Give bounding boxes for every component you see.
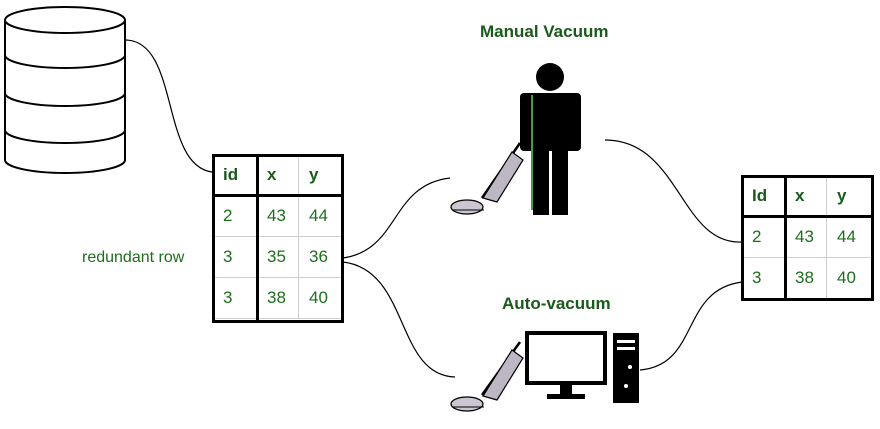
table-header-row: id x y	[212, 154, 344, 196]
cell-id: 3	[212, 236, 257, 278]
table-row: 3 35 36	[212, 236, 344, 278]
computer-tower-icon	[613, 333, 639, 403]
vacuum-cleaner-icon	[450, 341, 524, 412]
table-row: 3 38 40	[741, 257, 873, 299]
computer-monitor-icon	[525, 331, 607, 399]
vacuum-cleaner-icon	[450, 142, 524, 215]
cell-x: 38	[784, 257, 827, 299]
cell-x: 43	[256, 195, 299, 237]
redundant-row-label: redundant row	[82, 249, 185, 266]
cell-id: 2	[212, 195, 257, 237]
cell-id: 2	[741, 216, 785, 258]
header-y: y	[298, 154, 344, 196]
cell-y: 44	[298, 195, 344, 237]
header-x: x	[256, 154, 299, 196]
cell-x: 35	[256, 236, 299, 278]
header-x: x	[784, 175, 827, 217]
input-table: id x y 2 43 44 3 35 36 3 38 40	[212, 154, 344, 319]
cell-y: 40	[298, 277, 344, 319]
table-row: 3 38 40	[212, 277, 344, 319]
cell-id: 3	[741, 257, 785, 299]
cell-x: 38	[256, 277, 299, 319]
manual-to-output-line	[604, 139, 743, 243]
connector-lines	[124, 39, 743, 378]
table-row: 2 43 44	[741, 216, 873, 258]
auto-vacuum-title: Auto-vacuum	[502, 294, 611, 313]
table-row: 2 43 44	[212, 195, 344, 237]
cell-x: 43	[784, 216, 827, 258]
table-to-auto-line	[342, 261, 456, 378]
person-icon	[520, 63, 581, 215]
cell-y: 36	[298, 236, 344, 278]
header-id: Id	[741, 175, 785, 217]
cell-y: 44	[826, 216, 873, 258]
cell-y: 40	[826, 257, 873, 299]
table-to-manual-line	[342, 177, 451, 259]
cell-id: 3	[212, 277, 257, 319]
table-header-row: Id x y	[741, 175, 873, 217]
database-icon	[4, 6, 126, 174]
header-y: y	[826, 175, 873, 217]
header-id: id	[212, 154, 257, 196]
output-table: Id x y 2 43 44 3 38 40	[741, 175, 873, 299]
db-to-table-line	[124, 39, 213, 173]
manual-vacuum-title: Manual Vacuum	[480, 22, 609, 41]
auto-to-output-line	[639, 281, 743, 371]
